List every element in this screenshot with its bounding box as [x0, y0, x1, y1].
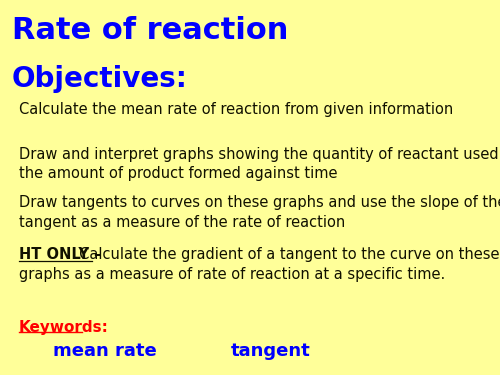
Text: mean rate: mean rate [53, 342, 156, 360]
Text: tangent: tangent [231, 342, 311, 360]
Text: Keywords:: Keywords: [18, 320, 108, 334]
Text: Calculate the gradient of a tangent to the curve on these
graphs as a measure of: Calculate the gradient of a tangent to t… [18, 247, 499, 282]
Text: Calculate the mean rate of reaction from given information: Calculate the mean rate of reaction from… [18, 102, 453, 117]
Text: Objectives:: Objectives: [12, 64, 188, 93]
Text: HT ONLY –: HT ONLY – [18, 247, 106, 262]
Text: Draw tangents to curves on these graphs and use the slope of the
tangent as a me: Draw tangents to curves on these graphs … [18, 195, 500, 230]
Text: Rate of reaction: Rate of reaction [12, 16, 288, 45]
Text: Draw and interpret graphs showing the quantity of reactant used up or
the amount: Draw and interpret graphs showing the qu… [18, 147, 500, 182]
